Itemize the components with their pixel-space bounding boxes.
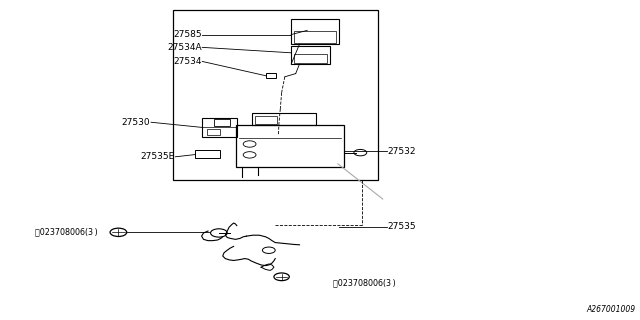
Bar [173, 10, 378, 180]
Text: 27534: 27534 [173, 57, 202, 66]
Bar [294, 31, 336, 43]
Text: 27534A: 27534A [167, 43, 202, 52]
Text: Ⓝ023708006(3 ): Ⓝ023708006(3 ) [333, 279, 396, 288]
Text: A267001009: A267001009 [586, 305, 636, 314]
Bar [291, 19, 339, 44]
Bar [195, 150, 220, 158]
Bar [255, 116, 277, 124]
Text: 27530: 27530 [122, 118, 150, 127]
Text: 27535: 27535 [387, 222, 416, 231]
Text: 27535E: 27535E [140, 152, 175, 161]
Text: Ⓝ023708006(3 ): Ⓝ023708006(3 ) [35, 228, 98, 236]
Bar [291, 46, 330, 64]
Text: 27585: 27585 [173, 30, 202, 39]
Bar [252, 113, 316, 125]
Bar [236, 125, 344, 167]
Bar [202, 118, 237, 137]
Bar [207, 129, 220, 135]
Bar [294, 54, 327, 63]
Text: 27532: 27532 [387, 147, 416, 156]
Bar [266, 73, 276, 78]
Bar [214, 119, 230, 126]
